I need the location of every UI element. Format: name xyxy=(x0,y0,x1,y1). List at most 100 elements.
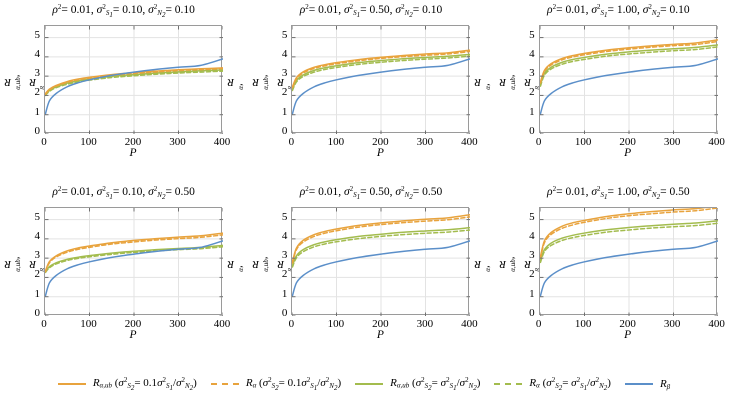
x-tick-label: 200 xyxy=(619,318,636,330)
x-tick-label: 200 xyxy=(124,136,142,148)
panel-title-5: ρ2= 0.01, σ2S1= 1.00, σ2N2= 0.50 xyxy=(547,185,690,201)
x-axis-label: P xyxy=(376,329,384,341)
y-tick-label: 3 xyxy=(529,249,535,262)
x-tick-label: 300 xyxy=(663,318,681,330)
y-tick-label: 3 xyxy=(34,67,41,80)
panel-title-1: ρ2= 0.01, σ2S1= 0.50, σ2N2= 0.10 xyxy=(299,3,443,19)
legend-label: Rα (σ2S2= σ2S1/σ2N2) xyxy=(529,376,611,392)
legend-swatch-dashed-icon xyxy=(210,383,239,385)
legend-item-R_beta: Rβ xyxy=(624,377,671,391)
x-tick-label: 400 xyxy=(213,318,231,330)
legend-swatch-dashed-icon xyxy=(494,383,523,385)
legend-item-R_alpha_1: Rα (σ2S2= σ2S1/σ2N2) xyxy=(494,376,611,392)
y-tick-label: 3 xyxy=(281,249,288,262)
x-tick-label: 400 xyxy=(708,318,725,330)
y-tick-label: 2 xyxy=(529,86,535,99)
y-tick-label: 4 xyxy=(529,47,535,60)
y-tick-label: 0 xyxy=(529,125,535,137)
y-tick-label: 4 xyxy=(281,47,288,60)
y-tick-label: 5 xyxy=(529,28,535,41)
x-tick-label: 0 xyxy=(288,318,295,330)
x-axis-label: P xyxy=(129,147,137,159)
legend-swatch-solid-icon xyxy=(57,383,86,385)
legend-swatch-solid-icon xyxy=(624,383,653,385)
y-tick-label: 0 xyxy=(34,125,41,137)
x-tick-label: 0 xyxy=(41,136,47,148)
y-tick-label: 4 xyxy=(34,229,41,242)
panel-title-2: ρ2= 0.01, σ2S1= 1.00, σ2N2= 0.10 xyxy=(547,3,690,19)
x-tick-label: 300 xyxy=(416,136,434,148)
y-axis-label: Rα, Rα,ub, Rβ xyxy=(4,256,47,272)
plot-frame xyxy=(291,207,471,316)
plot-area-3: Rα, Rα,ub, Rβ 0 1 2 3 4 5 0 100 200 300 400 P xyxy=(0,199,247,349)
y-tick-label: 5 xyxy=(34,28,41,41)
x-tick-label: 200 xyxy=(124,318,142,330)
plot-frame xyxy=(44,207,223,316)
y-axis-label: Rα, Rα,ub, Rβ xyxy=(4,74,47,90)
x-tick-label: 100 xyxy=(574,136,592,148)
figure-legend: Rα,ub (σ2S2= 0.1σ2S1/σ2N2) Rα (σ2S2= 0.1σ… xyxy=(0,367,742,401)
y-tick-label: 5 xyxy=(281,28,288,41)
y-axis-label: Rα, Rα,ub, Rβ xyxy=(474,256,541,272)
plot-area-1: Rα, Rα,ub, Rβ 0 1 2 3 4 5 0 100 200 300 400 P xyxy=(227,17,494,167)
legend-label: Rα,ub (σ2S2= 0.1σ2S1/σ2N2) xyxy=(92,376,197,392)
y-axis-label: Rα, Rα,ub, Rβ xyxy=(227,74,294,90)
x-tick-label: 100 xyxy=(327,318,345,330)
legend-item-R_alpha_ub_0.1: Rα,ub (σ2S2= 0.1σ2S1/σ2N2) xyxy=(57,376,197,392)
x-tick-label: 300 xyxy=(169,318,186,330)
plot-area-0: Rα, Rα,ub, Rβ 0 1 2 3 4 5 0 100 200 300 400 P xyxy=(0,17,247,167)
y-tick-label: 2 xyxy=(281,268,288,281)
x-tick-label: 100 xyxy=(574,318,592,330)
panel-title-3: ρ2= 0.01, σ2S1= 0.10, σ2N2= 0.50 xyxy=(52,185,195,201)
y-tick-label: 2 xyxy=(529,268,535,281)
x-tick-label: 200 xyxy=(372,136,389,148)
y-tick-label: 1 xyxy=(529,105,535,118)
y-tick-label: 1 xyxy=(281,105,288,118)
plot-area-2: Rα, Rα,ub, Rβ 0 1 2 3 4 5 0 100 200 300 400 P xyxy=(474,17,742,167)
y-tick-label: 0 xyxy=(34,307,41,319)
y-tick-label: 2 xyxy=(34,268,41,281)
x-axis-label: P xyxy=(624,147,632,159)
y-tick-label: 0 xyxy=(281,307,288,319)
x-tick-label: 400 xyxy=(708,136,725,148)
plot-area-5: Rα, Rα,ub, Rβ 0 1 2 3 4 5 0 100 200 300 400 P xyxy=(474,199,742,349)
plot-frame xyxy=(538,25,718,134)
y-tick-label: 4 xyxy=(529,229,535,242)
y-tick-label: 3 xyxy=(281,67,288,80)
plot-frame xyxy=(44,25,223,134)
plot-frame xyxy=(538,207,718,316)
x-axis-label: P xyxy=(624,329,632,341)
y-tick-label: 1 xyxy=(281,287,288,300)
panel-title-4: ρ2= 0.01, σ2S1= 0.50, σ2N2= 0.50 xyxy=(299,185,443,201)
legend-item-R_alpha_0.1: Rα (σ2S2= 0.1σ2S1/σ2N2) xyxy=(210,376,342,392)
y-tick-label: 2 xyxy=(34,86,41,99)
x-tick-label: 100 xyxy=(80,136,97,148)
legend-label: Rα,ub (σ2S2= σ2S1/σ2N2) xyxy=(390,376,481,392)
x-tick-label: 400 xyxy=(461,136,478,148)
x-tick-label: 200 xyxy=(372,318,389,330)
y-tick-label: 4 xyxy=(34,47,41,60)
y-tick-label: 5 xyxy=(34,210,41,223)
x-tick-label: 400 xyxy=(461,318,478,330)
y-tick-label: 1 xyxy=(34,105,41,118)
panel-title-0: ρ2= 0.01, σ2S1= 0.10, σ2N2= 0.10 xyxy=(52,3,195,19)
x-tick-label: 100 xyxy=(80,318,97,330)
y-axis-label: Rα, Rα,ub, Rβ xyxy=(474,74,541,90)
legend-label: Rβ xyxy=(659,377,671,391)
x-tick-label: 200 xyxy=(619,136,636,148)
y-tick-label: 2 xyxy=(281,86,288,99)
y-tick-label: 0 xyxy=(281,125,288,137)
panel-grid: ρ2= 0.01, σ2S1= 0.10, σ2N2= 0.10 Rα, Rα,u… xyxy=(0,0,742,355)
x-tick-label: 400 xyxy=(213,136,231,148)
plot-panel-0: ρ2= 0.01, σ2S1= 0.10, σ2N2= 0.10 Rα, Rα,u… xyxy=(0,0,247,182)
x-tick-label: 300 xyxy=(416,318,434,330)
x-tick-label: 0 xyxy=(41,318,47,330)
x-tick-label: 100 xyxy=(327,136,345,148)
y-tick-label: 4 xyxy=(281,229,288,242)
y-tick-label: 1 xyxy=(529,287,535,300)
y-axis-label: Rα, Rα,ub, Rβ xyxy=(227,256,294,272)
legend-label: Rα (σ2S2= 0.1σ2S1/σ2N2) xyxy=(245,376,342,392)
